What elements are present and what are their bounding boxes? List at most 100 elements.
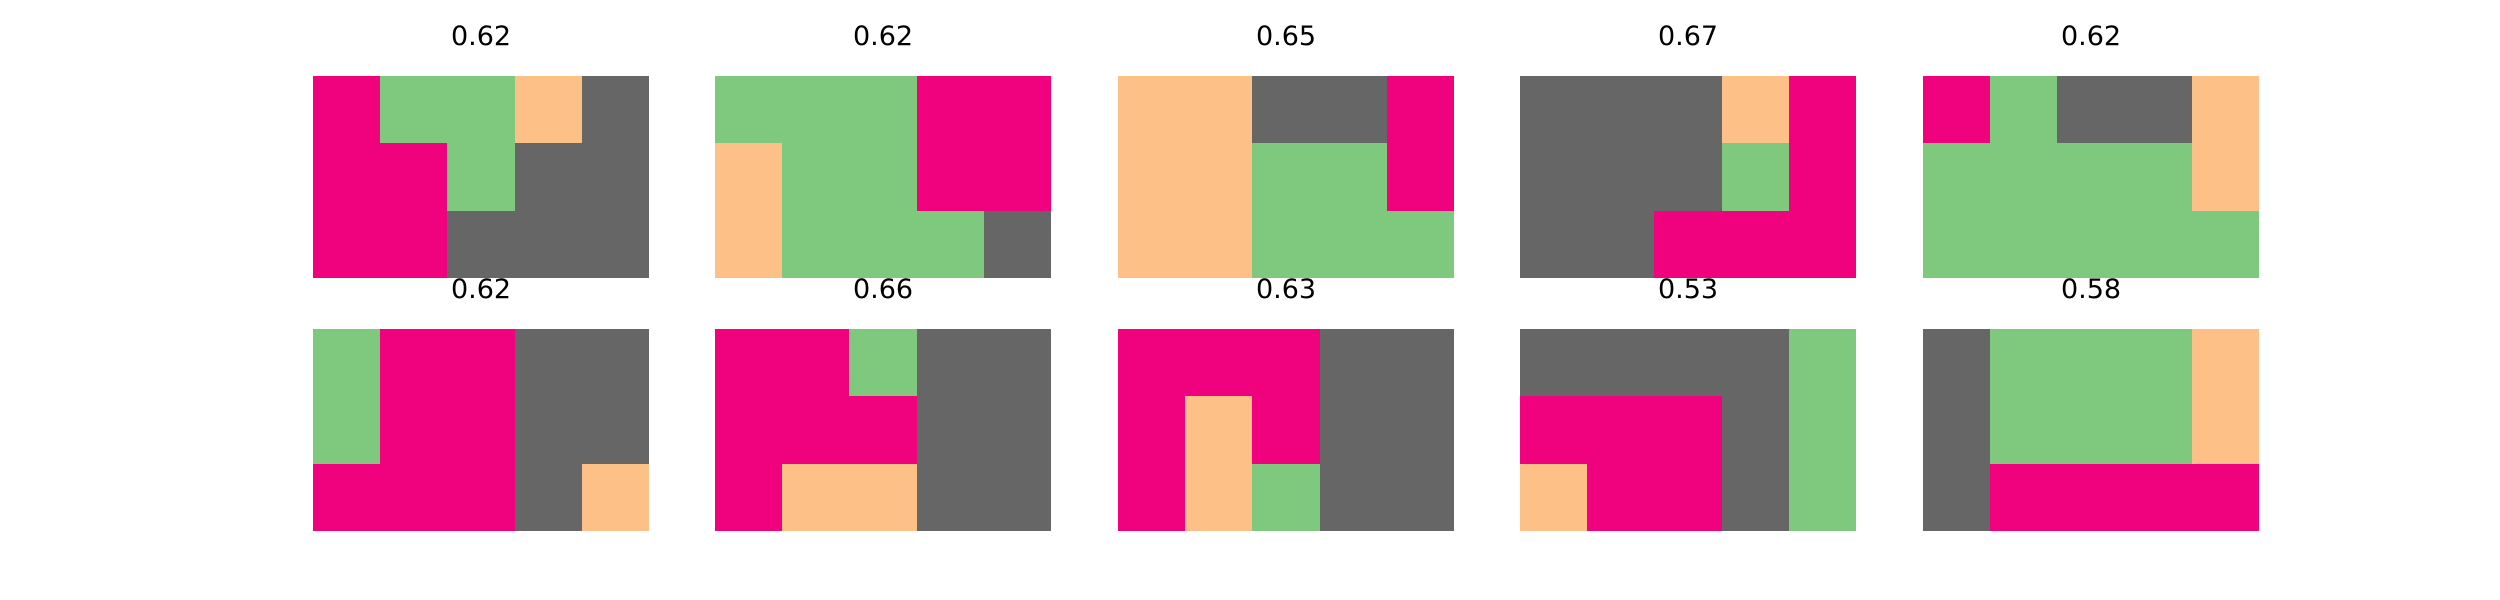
grid-cell-orange (1185, 396, 1253, 464)
grid-cell-green (2124, 143, 2192, 211)
grid-cell-gray (581, 396, 649, 464)
grid-cell-green (2124, 210, 2192, 278)
grid-cell-green (1386, 210, 1454, 278)
color-grid-panel: 0.58 (1923, 274, 2259, 531)
grid-cell-green (2124, 396, 2192, 464)
color-grid-panel: 0.62 (313, 274, 649, 531)
grid-cell-gray (1252, 76, 1320, 144)
grid-cell-gray (983, 463, 1051, 531)
grid-cell-magenta (447, 396, 515, 464)
grid-cell-gray (1654, 143, 1722, 211)
color-grid-panel: 0.53 (1520, 274, 1856, 531)
grid-cell-gray (514, 396, 582, 464)
grid-cell-magenta (380, 463, 448, 531)
grid-cell-green (1990, 396, 2058, 464)
grid-cell-magenta (380, 329, 448, 397)
grid-cell-gray (1319, 463, 1387, 531)
grid-cell-magenta (1788, 210, 1856, 278)
color-grid-panel: 0.62 (313, 21, 649, 278)
grid-cell-magenta (1654, 396, 1722, 464)
grid-cell-magenta (983, 143, 1051, 211)
grid-cell-gray (916, 329, 984, 397)
grid-cell-magenta (1721, 210, 1789, 278)
grid-cell-orange (1118, 143, 1186, 211)
panel-color-grid (715, 329, 1051, 531)
grid-cell-gray (1386, 463, 1454, 531)
grid-cell-green (2057, 143, 2125, 211)
grid-cell-orange (849, 463, 917, 531)
color-grid-panel: 0.62 (1923, 21, 2259, 278)
grid-cell-magenta (1386, 76, 1454, 144)
grid-cell-magenta (715, 329, 783, 397)
grid-cell-magenta (715, 463, 783, 531)
grid-cell-orange (2191, 76, 2259, 144)
grid-cell-green (1721, 143, 1789, 211)
grid-cell-magenta (1520, 396, 1588, 464)
grid-cell-gray (1319, 329, 1387, 397)
grid-cell-magenta (916, 76, 984, 144)
grid-cell-green (1990, 329, 2058, 397)
grid-cell-magenta (849, 396, 917, 464)
grid-cell-gray (1587, 143, 1655, 211)
grid-cell-orange (1118, 76, 1186, 144)
grid-cell-magenta (1252, 329, 1320, 397)
grid-cell-gray (514, 143, 582, 211)
grid-cell-gray (514, 329, 582, 397)
color-grid-panel: 0.65 (1118, 21, 1454, 278)
grid-cell-green (1990, 210, 2058, 278)
grid-cell-magenta (916, 143, 984, 211)
grid-cell-magenta (983, 76, 1051, 144)
panel-score-label: 0.62 (450, 274, 512, 305)
grid-cell-gray (1319, 396, 1387, 464)
grid-cell-magenta (380, 143, 448, 211)
grid-cell-green (1252, 143, 1320, 211)
panel-color-grid (313, 76, 649, 278)
grid-cell-gray (1520, 143, 1588, 211)
grid-cell-green (2057, 396, 2125, 464)
grid-cell-gray (447, 210, 515, 278)
panel-score-label: 0.62 (2060, 21, 2122, 52)
grid-cell-gray (1923, 396, 1991, 464)
grid-cell-gray (2057, 76, 2125, 144)
grid-cell-magenta (1252, 396, 1320, 464)
grid-cell-green (849, 329, 917, 397)
grid-cell-orange (2191, 143, 2259, 211)
grid-cell-gray (1587, 210, 1655, 278)
panel-color-grid (715, 76, 1051, 278)
panel-score-label: 0.53 (1657, 274, 1719, 305)
grid-cell-green (1252, 210, 1320, 278)
grid-cell-orange (715, 143, 783, 211)
panel-color-grid (1118, 329, 1454, 531)
grid-cell-gray (916, 463, 984, 531)
grid-cell-magenta (447, 463, 515, 531)
grid-cell-magenta (1185, 329, 1253, 397)
panel-color-grid (1118, 76, 1454, 278)
grid-cell-green (380, 76, 448, 144)
grid-cell-gray (1386, 396, 1454, 464)
grid-cell-green (782, 76, 850, 144)
grid-cell-magenta (1386, 143, 1454, 211)
color-grid-panel: 0.66 (715, 274, 1051, 531)
grid-cell-gray (1654, 76, 1722, 144)
grid-cell-green (447, 76, 515, 144)
grid-cell-green (1788, 463, 1856, 531)
grid-cell-green (849, 210, 917, 278)
grid-cell-orange (1118, 210, 1186, 278)
grid-cell-magenta (380, 210, 448, 278)
panel-score-label: 0.62 (450, 21, 512, 52)
grid-cell-orange (2191, 396, 2259, 464)
color-grid-panel: 0.62 (715, 21, 1051, 278)
grid-cell-magenta (313, 76, 381, 144)
panel-score-label: 0.65 (1255, 21, 1317, 52)
grid-cell-gray (1386, 329, 1454, 397)
grid-cell-magenta (2124, 463, 2192, 531)
grid-cell-green (2191, 210, 2259, 278)
grid-cell-orange (514, 76, 582, 144)
grid-cell-orange (2191, 329, 2259, 397)
grid-cell-gray (1319, 76, 1387, 144)
grid-cell-green (2057, 210, 2125, 278)
grid-cell-gray (581, 143, 649, 211)
panel-score-label: 0.63 (1255, 274, 1317, 305)
grid-cell-green (1990, 76, 2058, 144)
